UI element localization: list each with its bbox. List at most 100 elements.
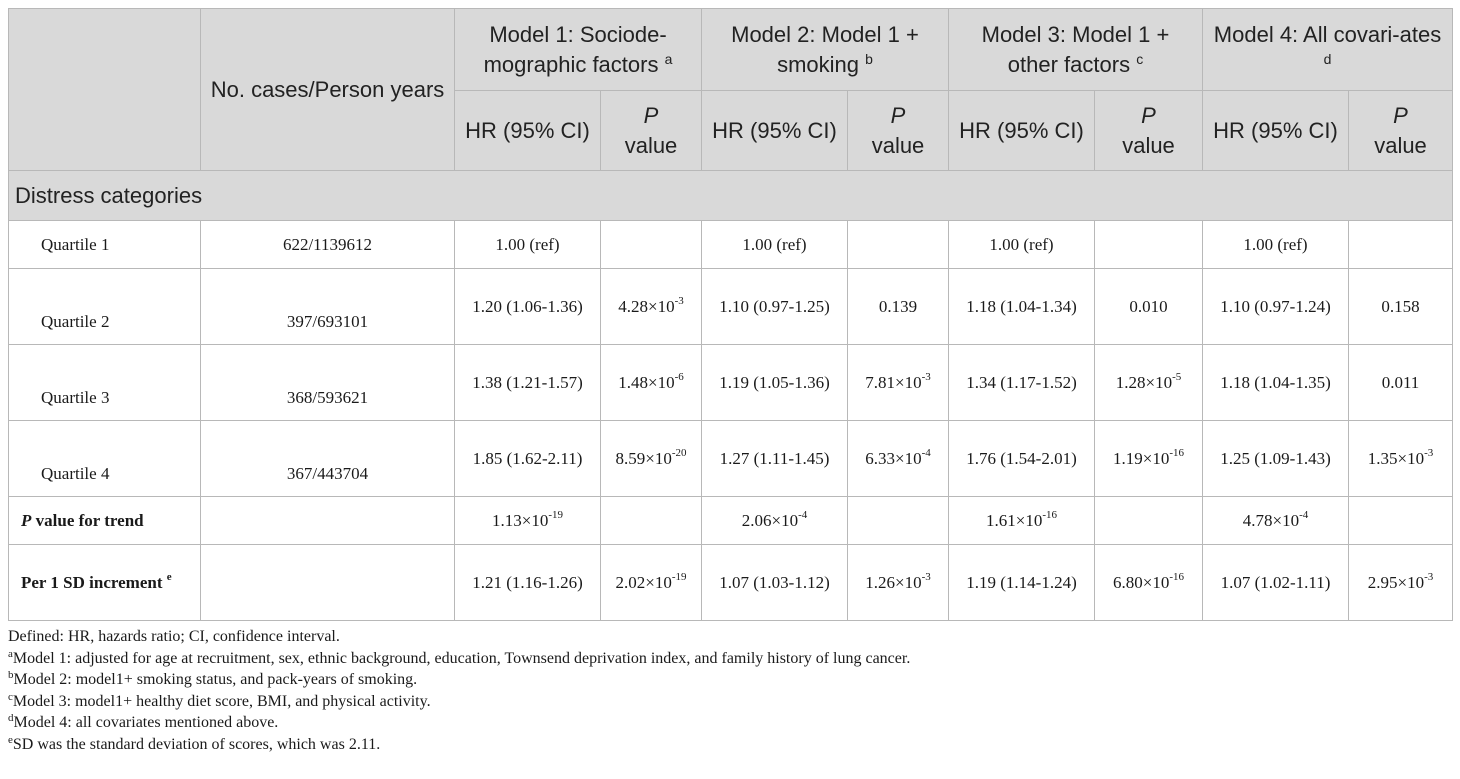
table-row: Quartile 3 368/593621 1.38 (1.21-1.57) 1.48… — [8, 344, 1454, 421]
p-value-exponent: -4 — [798, 509, 808, 521]
hr-cell: 1.07 (1.03-1.12) — [701, 544, 848, 621]
p-cell — [1347, 220, 1454, 269]
p-value-exponent: -16 — [1169, 571, 1184, 583]
p-cell — [1094, 220, 1203, 269]
p-cell: 1.19×10-16 — [1094, 420, 1203, 497]
cases-cell: 368/593621 — [200, 344, 455, 421]
p-cell — [600, 496, 702, 545]
model-1-footnote-mark: a — [664, 50, 673, 67]
hr-label: HR (95% CI) — [465, 117, 590, 143]
footnote: dModel 4: all covariates mentioned above… — [8, 712, 1448, 734]
p-label-italic: P — [890, 102, 906, 128]
hr-cell: 1.19 (1.05-1.36) — [701, 344, 848, 421]
p-cell: 0.139 — [847, 268, 949, 345]
footnote-mark: c — [8, 690, 13, 703]
p-value-exponent: -3 — [1424, 447, 1434, 459]
p-cell — [847, 496, 949, 545]
p-value-exponent: -6 — [674, 371, 684, 383]
cases-cell: 622/1139612 — [200, 220, 455, 269]
footnote-text: Defined: HR, hazards ratio; CI, confiden… — [8, 628, 340, 645]
p-value-base: 1.35×10 — [1367, 449, 1425, 468]
p-value-base: 1.48×10 — [618, 373, 675, 392]
p-cell: 0.010 — [1094, 268, 1203, 345]
p-cell: 0.011 — [1347, 344, 1454, 421]
per-sd-row: Per 1 SD increment e 1.21 (1.16-1.26) 2.02… — [8, 544, 1454, 621]
footnote-text: SD was the standard deviation of scores,… — [12, 735, 381, 753]
row-label: Quartile 3 — [8, 344, 201, 421]
per-sd-label-text: Per 1 SD increment — [21, 573, 163, 592]
p-label-rest: value — [1374, 132, 1427, 158]
p-value-base: 1.61×10 — [985, 511, 1043, 530]
p-value-base: 0.139 — [878, 297, 918, 316]
trend-value: 1.13×10-19 — [454, 496, 601, 545]
p-value-exponent: -3 — [921, 571, 931, 583]
p-value-base: 2.06×10 — [741, 511, 799, 530]
p-value-base: 0.011 — [1381, 373, 1420, 392]
p-cell: 4.28×10-3 — [600, 268, 702, 345]
p-cell: 2.02×10-19 — [600, 544, 702, 621]
hr-cell: 1.85 (1.62-2.11) — [454, 420, 601, 497]
row-label: Quartile 2 — [8, 268, 201, 345]
hr-label: HR (95% CI) — [1213, 117, 1338, 143]
per-sd-footnote-mark: e — [166, 571, 172, 583]
trend-value: 4.78×10-4 — [1202, 496, 1349, 545]
p-value-exponent: -3 — [921, 371, 931, 383]
model-2-footnote-mark: b — [865, 50, 873, 67]
p-value-base: 1.19×10 — [1112, 449, 1170, 468]
footnote: aModel 1: adjusted for age at recruitmen… — [8, 648, 1448, 670]
footnote-mark: e — [8, 733, 13, 746]
p-value-base: 4.28×10 — [618, 297, 675, 316]
hr-cell: 1.10 (0.97-1.24) — [1202, 268, 1349, 345]
cases-cell — [200, 544, 455, 621]
hr-cell: 1.20 (1.06-1.36) — [454, 268, 601, 345]
subheader-hr: HR (95% CI) — [948, 90, 1095, 171]
hr-cell: 1.18 (1.04-1.35) — [1202, 344, 1349, 421]
header-row-models: No. cases/Person years Model 1: Sociode-… — [8, 8, 1454, 171]
footnote: eSD was the standard deviation of scores… — [8, 734, 1448, 756]
model-2-title: Model 2: Model 1 + smoking — [731, 21, 919, 77]
hr-cell: 1.00 (ref) — [948, 220, 1095, 269]
footnote: Defined: HR, hazards ratio; CI, confiden… — [8, 626, 1448, 648]
model-1-title: Model 1: Sociode-mographic factors — [483, 21, 667, 77]
p-cell: 6.80×10-16 — [1094, 544, 1203, 621]
trend-label-p: P — [21, 511, 32, 530]
cases-cell — [200, 496, 455, 545]
hr-cell: 1.00 (ref) — [454, 220, 601, 269]
p-label-rest: value — [1122, 132, 1175, 158]
hr-cell: 1.76 (1.54-2.01) — [948, 420, 1095, 497]
footnote: bModel 2: model1+ smoking status, and pa… — [8, 669, 1448, 691]
p-cell — [600, 220, 702, 269]
p-value-base: 0.010 — [1129, 297, 1168, 316]
footnote-mark: d — [8, 712, 14, 724]
p-cell: 8.59×10-20 — [600, 420, 702, 497]
cases-cell: 397/693101 — [200, 268, 455, 345]
p-value-exponent: -5 — [1172, 371, 1182, 383]
p-value-base: 1.28×10 — [1115, 373, 1173, 392]
p-label-italic: P — [643, 102, 659, 128]
footnote-text: Model 4: all covariates mentioned above. — [13, 714, 279, 731]
p-value-base: 6.80×10 — [1112, 573, 1170, 592]
p-cell: 7.81×10-3 — [847, 344, 949, 421]
trend-value: 2.06×10-4 — [701, 496, 848, 545]
p-label-italic: P — [1141, 102, 1156, 128]
p-cell — [847, 220, 949, 269]
model-4-footnote-mark: d — [1323, 50, 1332, 67]
subheader-hr: HR (95% CI) — [454, 90, 601, 171]
p-value-base: 4.78×10 — [1242, 511, 1300, 530]
p-value-exponent: -19 — [548, 509, 563, 521]
header-model-2: Model 2: Model 1 + smoking b — [701, 8, 949, 91]
p-cell: 1.48×10-6 — [600, 344, 702, 421]
p-value-exponent: -3 — [1424, 571, 1434, 583]
p-cell — [1094, 496, 1203, 545]
hr-cell: 1.27 (1.11-1.45) — [701, 420, 848, 497]
header-model-4: Model 4: All covari-ates d — [1201, 8, 1454, 91]
table-row: Quartile 2 397/693101 1.20 (1.06-1.36) 4.28… — [8, 268, 1454, 345]
header-model-1: Model 1: Sociode-mographic factors a — [454, 8, 702, 91]
p-value-base: 7.81×10 — [865, 373, 922, 392]
p-value-base: 6.33×10 — [865, 449, 922, 468]
footnote-mark: b — [8, 669, 14, 681]
section-row: Distress categories — [7, 170, 1454, 221]
